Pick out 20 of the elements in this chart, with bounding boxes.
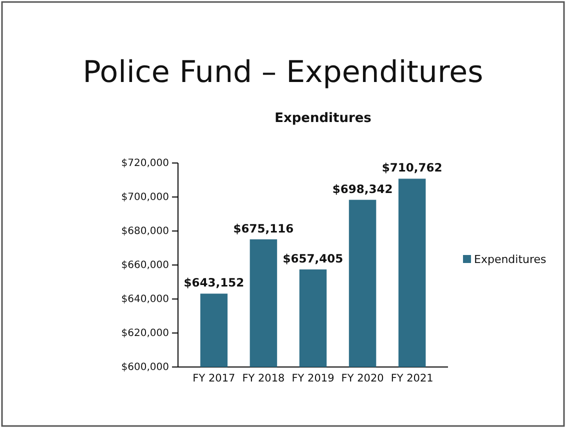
text: $698,342 — [332, 182, 393, 196]
text: $710,762 — [382, 160, 442, 175]
chart-title: Police Fund – Expenditures — [82, 55, 484, 90]
y-tick-label: $680,000 — [121, 226, 169, 238]
y-tick-label: $600,000 — [121, 362, 169, 374]
y-tick-label: $620,000 — [121, 328, 169, 340]
y-tick-label: $640,000 — [121, 294, 169, 306]
x-tick-label: FY 2021 — [390, 372, 434, 385]
legend-label: Expenditures — [474, 253, 547, 266]
x-tick-label: FY 2017 — [192, 372, 236, 385]
x-tick-label: FY 2019 — [292, 372, 334, 385]
y-tick-label: $700,000 — [121, 192, 169, 204]
x-tick-label: FY 2020 — [341, 372, 384, 385]
text: $643,152 — [184, 276, 244, 290]
text: $657,405 — [282, 251, 344, 266]
x-tick-label: FY 2018 — [242, 372, 285, 385]
text: $675,116 — [233, 221, 294, 236]
chart-subtitle: Expenditures — [274, 111, 372, 126]
y-tick-label: $660,000 — [121, 260, 169, 272]
y-tick-label: $720,000 — [121, 158, 169, 170]
